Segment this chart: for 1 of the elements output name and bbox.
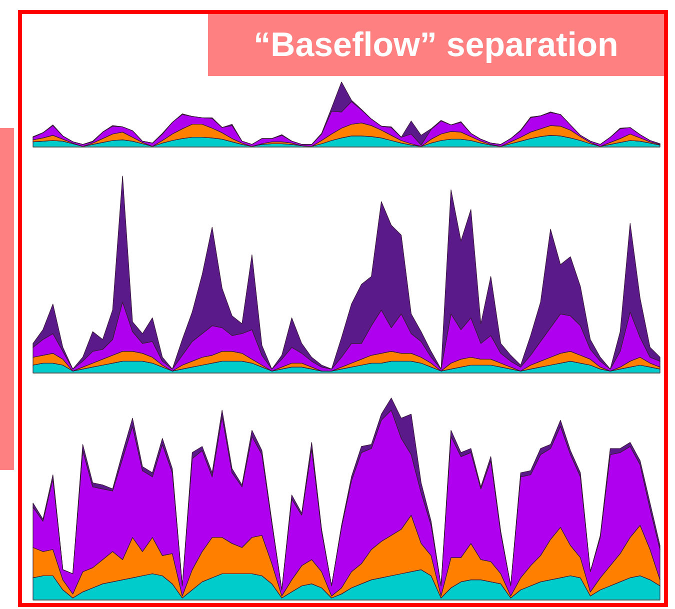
chart-title: “Baseflow” separation [254, 26, 618, 64]
